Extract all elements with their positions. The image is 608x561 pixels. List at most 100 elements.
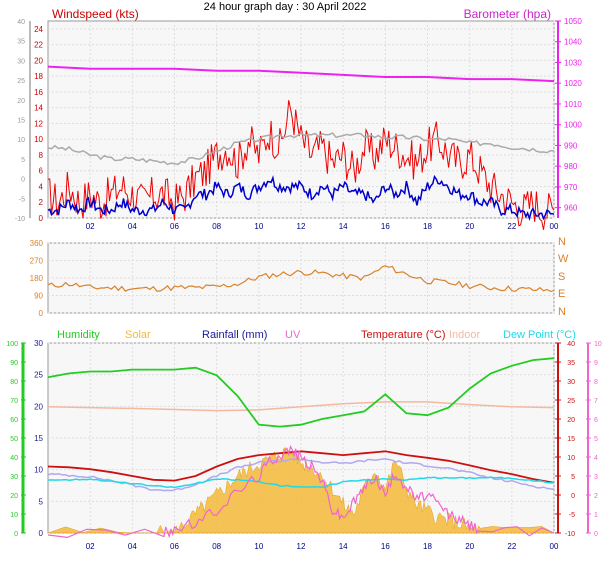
series-barometer-line <box>47 65 555 83</box>
x-tick-label: 04 <box>128 542 137 551</box>
temperature-tick-label: -10 <box>565 531 575 538</box>
barometer-tick-label: 1030 <box>564 58 582 67</box>
barometer-axis-label: Barometer (hpa) <box>464 7 551 21</box>
windspeed-tick-label: 14 <box>34 104 43 113</box>
series-humidity-line <box>47 357 555 428</box>
x-tick-label: 00 <box>550 222 559 231</box>
uv-tick-label: 7 <box>594 398 598 405</box>
x-tick-label: 10 <box>254 222 263 231</box>
temperature-tick-label: 35 <box>567 360 575 367</box>
compass-label: N <box>558 306 566 318</box>
rain-tick-label: 20 <box>34 402 43 411</box>
barometer-tick-label: 990 <box>564 141 578 150</box>
direction-series <box>47 265 555 293</box>
uv-tick-label: 0 <box>594 531 598 538</box>
humidity-tick-label: 0 <box>14 531 18 538</box>
x-tick-label: 12 <box>297 542 306 551</box>
outer-left-tick-label: -10 <box>15 216 25 223</box>
outer-left-tick-label: -5 <box>19 196 25 203</box>
windspeed-tick-label: 4 <box>39 182 44 191</box>
uv-tick-label: 5 <box>594 436 598 443</box>
graph-title: 24 hour graph day : 30 April 2022 <box>204 1 367 13</box>
humidity-tick-label: 40 <box>10 455 18 462</box>
climate-panel: Humidity Solar Rainfall (mm) UV Temperature … <box>6 329 602 551</box>
outer-left-tick-label: 30 <box>17 58 25 65</box>
direction-tick-label: 360 <box>30 239 44 248</box>
legend-item: Solar <box>125 329 151 341</box>
outer-left-tick-label: 35 <box>17 39 25 46</box>
direction-grid <box>48 242 555 314</box>
outer-left-tick-label: 20 <box>17 98 25 105</box>
x-tick-label: 04 <box>128 222 137 231</box>
humidity-tick-label: 50 <box>10 436 18 443</box>
uv-tick-label: 1 <box>594 512 598 519</box>
humidity-tick-label: 20 <box>10 493 18 500</box>
x-tick-label: 20 <box>465 542 474 551</box>
legend-item: UV <box>285 329 301 341</box>
uv-tick-label: 9 <box>594 360 598 367</box>
direction-tick-label: 0 <box>39 309 44 318</box>
wind-panel: Windspeed (kts) Barometer (hpa) 02468101… <box>15 7 582 231</box>
x-tick-label: 18 <box>423 222 432 231</box>
humidity-tick-label: 60 <box>10 417 18 424</box>
temperature-tick-label: 15 <box>567 436 575 443</box>
humidity-tick-label: 10 <box>10 512 18 519</box>
barometer-tick-label: 1010 <box>564 100 582 109</box>
uv-tick-label: 10 <box>594 341 602 348</box>
humidity-tick-label: 30 <box>10 474 18 481</box>
compass-label: E <box>558 288 565 300</box>
legend-item: Indoor <box>449 329 481 341</box>
series-indoor-line <box>47 401 555 412</box>
temperature-tick-label: 40 <box>567 341 575 348</box>
temperature-tick-label: 30 <box>567 379 575 386</box>
windspeed-tick-label: 16 <box>34 88 43 97</box>
uv-tick-label: 4 <box>594 455 598 462</box>
compass-label: N <box>558 236 566 248</box>
wind-series <box>47 65 555 230</box>
x-tick-label: 20 <box>465 222 474 231</box>
rain-tick-label: 15 <box>34 434 43 443</box>
x-tick-label: 08 <box>212 222 221 231</box>
x-tick-label: 16 <box>381 542 390 551</box>
rain-tick-label: 0 <box>39 529 44 538</box>
direction-tick-label: 180 <box>30 274 44 283</box>
outer-left-tick-label: 40 <box>17 19 25 26</box>
series-dew_point-line <box>47 476 555 489</box>
legend-item: Humidity <box>57 329 100 341</box>
x-tick-label: 18 <box>423 542 432 551</box>
humidity-tick-label: 80 <box>10 379 18 386</box>
compass-label: W <box>558 253 569 265</box>
temperature-tick-label: 25 <box>567 398 575 405</box>
x-tick-label: 02 <box>86 542 95 551</box>
series-solar-area <box>47 447 555 534</box>
windspeed-tick-label: 22 <box>34 41 43 50</box>
series-average-line <box>47 174 555 221</box>
direction-tick-label: 270 <box>30 257 44 266</box>
x-tick-label: 10 <box>254 542 263 551</box>
legend-item: Rainfall (mm) <box>202 329 267 341</box>
temperature-tick-label: 0 <box>571 493 575 500</box>
barometer-tick-label: 980 <box>564 162 578 171</box>
x-tick-label: 22 <box>507 542 516 551</box>
windspeed-tick-label: 24 <box>34 25 43 34</box>
uv-tick-label: 2 <box>594 493 598 500</box>
rain-tick-label: 10 <box>34 466 43 475</box>
windspeed-tick-label: 12 <box>34 119 43 128</box>
x-tick-label: 16 <box>381 222 390 231</box>
barometer-tick-label: 1020 <box>564 79 582 88</box>
x-tick-label: 06 <box>170 222 179 231</box>
windspeed-tick-label: 18 <box>34 72 43 81</box>
uv-tick-label: 8 <box>594 379 598 386</box>
uv-tick-label: 6 <box>594 417 598 424</box>
rain-tick-label: 30 <box>34 339 43 348</box>
windspeed-tick-label: 20 <box>34 56 43 65</box>
windspeed-tick-label: 8 <box>39 151 44 160</box>
humidity-tick-label: 90 <box>10 360 18 367</box>
series-grey-line <box>47 132 555 166</box>
barometer-tick-label: 970 <box>564 183 578 192</box>
x-tick-label: 14 <box>339 542 348 551</box>
x-tick-label: 00 <box>550 542 559 551</box>
